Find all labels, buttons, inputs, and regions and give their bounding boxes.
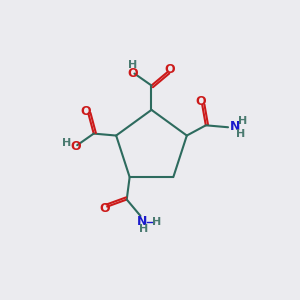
Text: O: O	[71, 140, 81, 154]
Text: H: H	[62, 138, 71, 148]
Text: O: O	[81, 105, 91, 118]
Text: N: N	[137, 215, 148, 228]
Text: H: H	[238, 116, 248, 126]
Text: O: O	[196, 95, 206, 108]
Text: H: H	[236, 129, 245, 139]
Text: H: H	[152, 217, 162, 227]
Text: O: O	[164, 63, 175, 76]
Text: H: H	[139, 224, 148, 234]
Text: H: H	[128, 60, 137, 70]
Text: O: O	[99, 202, 110, 215]
Text: N: N	[230, 120, 240, 133]
Text: O: O	[127, 67, 138, 80]
